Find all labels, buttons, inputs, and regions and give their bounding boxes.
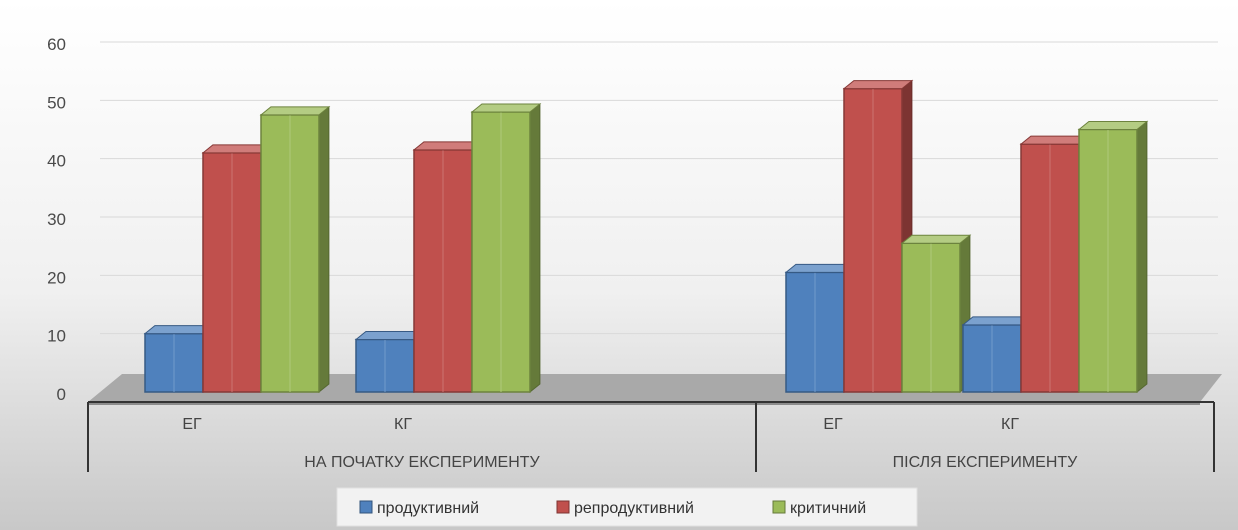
category-label: КГ (1001, 416, 1019, 433)
y-tick-label: 50 (47, 93, 66, 112)
legend: продуктивний репродуктивний критичний (336, 487, 918, 527)
legend-box (336, 487, 918, 527)
legend-label: продуктивний (377, 500, 479, 517)
bar-top (900, 234, 972, 244)
bar-0-2 (259, 105, 331, 394)
y-tick-label: 60 (47, 35, 66, 54)
bars (143, 79, 1149, 394)
bar-3-2 (1077, 120, 1149, 394)
category-label: ЕГ (823, 416, 843, 433)
group-label: НА ПОЧАТКУ ЕКСПЕРИМЕНТУ (304, 454, 540, 471)
chart-floor-edge (88, 402, 1200, 405)
bar-2-1 (842, 79, 914, 394)
bar-1-1 (412, 140, 484, 394)
group-label: ПІСЛЯ ЕКСПЕРИМЕНТУ (893, 454, 1079, 471)
bar-side (529, 102, 541, 394)
legend-swatch (359, 500, 373, 514)
y-tick-label: 40 (47, 152, 66, 171)
y-tick-label: 30 (47, 210, 66, 229)
bar-top (470, 103, 542, 113)
legend-label: репродуктивний (574, 500, 694, 517)
y-tick-label: 20 (47, 268, 66, 287)
bar-top (259, 106, 331, 116)
bar-top (1077, 121, 1149, 130)
bar-2-0 (784, 263, 856, 394)
bar-top (842, 80, 914, 90)
category-label: ЕГ (182, 416, 202, 433)
axes: 0 10 20 30 40 50 60 ЕГ КГ ЕГ КГ НА ПОЧАТКУ ЕКСПЕРИМ… (47, 35, 1215, 472)
bar-2-2 (900, 234, 972, 394)
y-tick-label: 0 (57, 385, 66, 404)
legend-swatch (772, 500, 786, 514)
category-label: КГ (394, 416, 412, 433)
legend-swatch (556, 500, 570, 514)
legend-label: критичний (790, 500, 866, 517)
bar-1-2 (470, 102, 542, 394)
y-tick-label: 10 (47, 327, 66, 346)
bar-side (318, 105, 330, 394)
bar-side (1136, 120, 1148, 394)
